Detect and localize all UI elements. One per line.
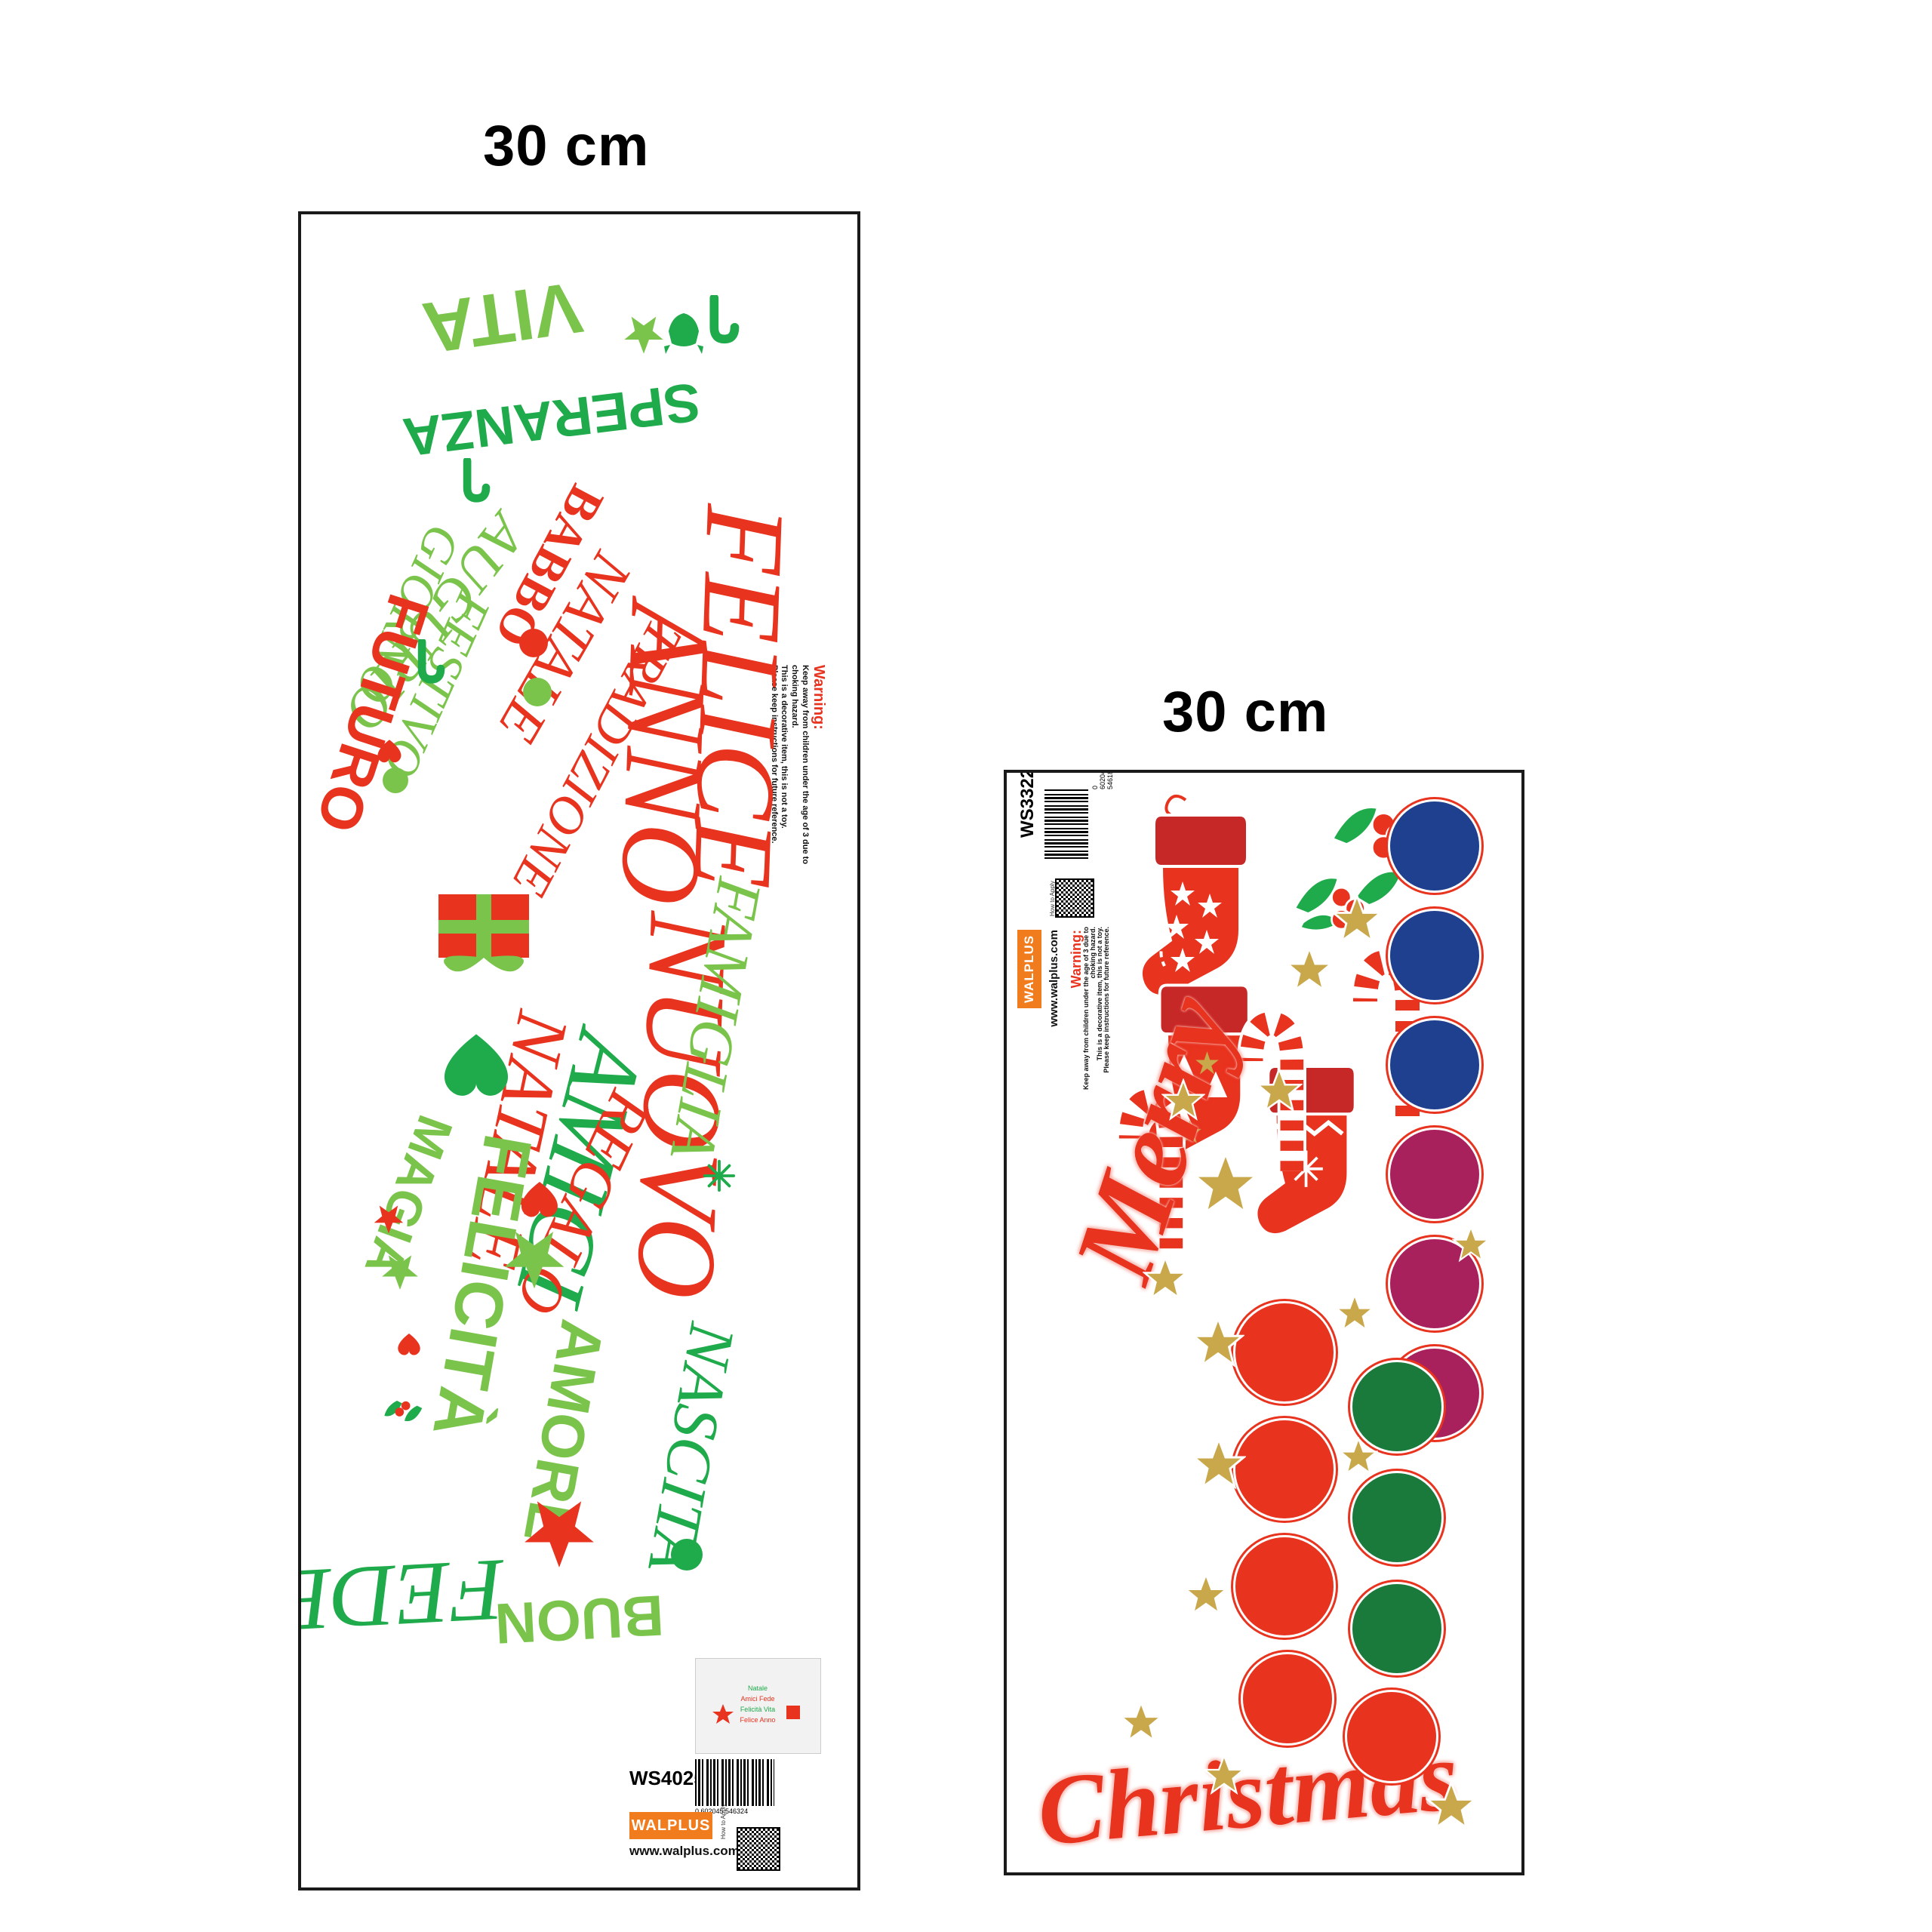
- bauble-red-snowflake-icon: [1233, 1301, 1336, 1404]
- left-website[interactable]: www.walplus.com: [629, 1844, 740, 1858]
- product-preview-image: Natale Amici Fede Felicità Vita Felice A…: [695, 1658, 821, 1754]
- dot-icon-red-1: [519, 629, 548, 657]
- dot-icon-green-2: [383, 768, 408, 793]
- heart-icon-green: [444, 1034, 509, 1096]
- heart-icon-red-3: [398, 1334, 420, 1355]
- heart-icon-red-1: [377, 740, 401, 763]
- svg-text:Natale: Natale: [748, 1684, 768, 1692]
- gold-star-icon-4: [1161, 1078, 1205, 1121]
- star-icon-red-2: [525, 1501, 594, 1567]
- candy-cane-icon-3: [417, 639, 445, 684]
- dot-icon-green-3: [671, 1539, 703, 1571]
- bauble-red-merry-christmas-icon: [1233, 1535, 1336, 1638]
- svg-text:Amici Fede: Amici Fede: [740, 1695, 774, 1703]
- gold-star-icon-13: [1203, 1754, 1245, 1795]
- star-icon-red-1: [374, 1205, 404, 1234]
- candy-cane-icon-large-2: [1237, 1009, 1306, 1171]
- right-sheet-width-label: 30 cm: [1162, 680, 1329, 744]
- right-warning-line-4: Please keep instructions for future refe…: [1103, 927, 1110, 1073]
- left-label-block: Natale Amici Fede Felicità Vita Felice A…: [623, 1654, 850, 1880]
- gold-star-icon-8: [1335, 1294, 1374, 1332]
- svg-text:Felice Anno: Felice Anno: [740, 1716, 775, 1724]
- gold-star-icon-14: [1426, 1780, 1477, 1830]
- candy-cane-icon-large-3: [1116, 1086, 1186, 1249]
- star-icon-green-2: [504, 1232, 565, 1289]
- candy-cane-icon-2: [463, 458, 491, 503]
- star-icon-green-3: [382, 1255, 418, 1290]
- right-label-block: WS3322 0 602045 546187 How to Apply WALP…: [1013, 773, 1114, 1134]
- star-icon-green-1: [624, 316, 663, 354]
- gold-star-icon-1: [1331, 894, 1383, 943]
- gold-star-icon-3: [1256, 1067, 1303, 1112]
- right-website[interactable]: www.walplus.com: [1048, 930, 1060, 1027]
- reindeer-icon: [664, 313, 703, 354]
- holly-icon: [384, 1401, 423, 1422]
- bauble-green-snowflake-icon: [1350, 1582, 1444, 1675]
- dot-icon-green-1: [523, 678, 552, 706]
- gold-star-icon-10: [1192, 1437, 1246, 1490]
- right-qr-caption: How to Apply: [1049, 881, 1056, 916]
- left-barcode: [695, 1759, 774, 1806]
- bauble-blue-merry-christmas-icon: [1388, 1018, 1481, 1112]
- right-brand-logo: WALPLUS: [1017, 930, 1041, 1008]
- bauble-magenta-snowflake-icon: [1388, 1128, 1481, 1221]
- word-buon: BUON: [493, 1583, 666, 1656]
- right-barcode-number: 0 602045 546187: [1091, 770, 1114, 789]
- right-qr-code[interactable]: [1055, 878, 1094, 918]
- word-vita: VITA: [417, 266, 587, 369]
- bauble-green-zigzag-icon: [1350, 1471, 1444, 1564]
- gold-star-icon-7: [1192, 1316, 1244, 1367]
- snowflake-icon: [703, 1159, 736, 1192]
- left-warning-title: Warning:: [811, 665, 827, 730]
- word-fede: FEDE: [298, 1540, 507, 1651]
- gold-star-icon-6: [1143, 1256, 1188, 1300]
- left-qr-caption: How to Apply: [720, 1804, 727, 1839]
- svg-text:Felicità Vita: Felicità Vita: [740, 1706, 775, 1713]
- gold-star-icon-5: [1192, 1150, 1260, 1216]
- gold-star-icon-12: [1120, 1701, 1162, 1743]
- left-sheet-width-label: 30 cm: [483, 114, 650, 178]
- bauble-red-snowflake-icon-2: [1345, 1690, 1438, 1783]
- sticker-sheet-ws4025: Warning: Keep away from children under t…: [298, 211, 860, 1890]
- word-nascita: NASCITA: [634, 1318, 749, 1578]
- word-speranza: SPERANZA: [399, 371, 704, 468]
- left-qr-code[interactable]: [737, 1827, 780, 1871]
- bauble-green-merry-christmas-icon: [1350, 1360, 1444, 1454]
- bauble-blue-zigzag-icon: [1388, 909, 1481, 1002]
- sticker-sheet-ws3322: WS3322 0 602045 546187 How to Apply WALP…: [1004, 770, 1524, 1875]
- bauble-red-zigzag-icon: [1233, 1418, 1336, 1521]
- stocking-stars-icon: [1140, 794, 1249, 998]
- left-brand-logo: WALPLUS: [629, 1812, 712, 1839]
- bauble-red-merry-christmas-icon-2: [1241, 1652, 1334, 1746]
- bauble-blue-snowflake-icon: [1388, 799, 1481, 893]
- heart-icon-red-2: [521, 1181, 558, 1217]
- gold-star-icon-15: [1452, 1226, 1490, 1263]
- left-product-code: WS4025: [629, 1767, 705, 1789]
- gift-box-icon: [438, 894, 529, 972]
- right-product-code: WS3322: [1017, 770, 1038, 838]
- candy-cane-icon: [709, 295, 740, 344]
- gold-star-icon-11: [1184, 1573, 1228, 1616]
- right-barcode: [1044, 789, 1088, 859]
- gold-star-icon-2: [1286, 946, 1333, 992]
- gold-star-icon-9: [1339, 1437, 1378, 1475]
- left-sheet-artwork: Warning: Keep away from children under t…: [301, 214, 857, 1887]
